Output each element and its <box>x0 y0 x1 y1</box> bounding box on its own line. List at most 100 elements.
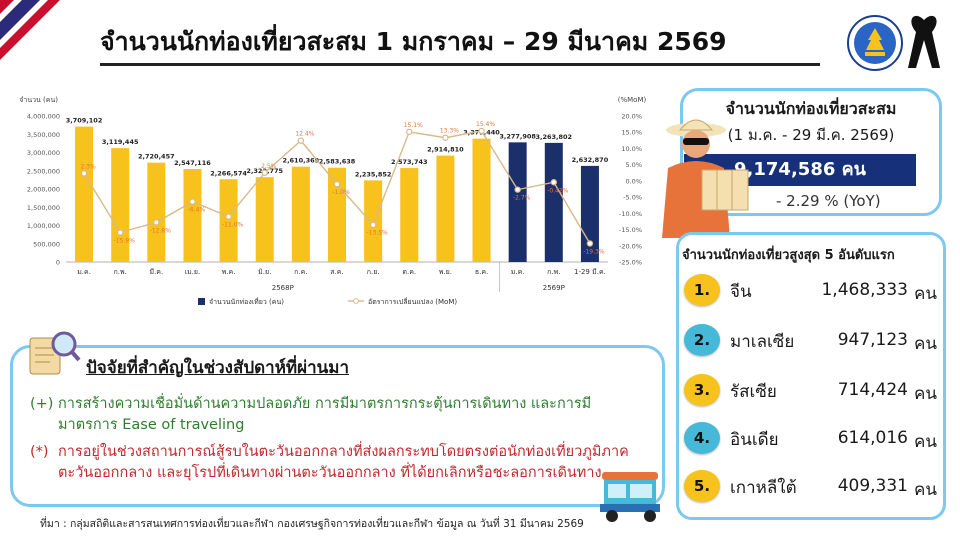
x-tick-label: 1-29 มี.ค. <box>574 268 606 276</box>
chart-bar <box>183 169 202 262</box>
y-right-tick-label: -10.0% <box>619 210 642 218</box>
y-right-tick-label: -15.0% <box>619 226 642 234</box>
y-right-tick-label: 10.0% <box>621 145 642 153</box>
summary-title: จำนวนนักท่องเที่ยวสะสม <box>725 99 897 118</box>
rank-value: 614,016 <box>837 428 908 448</box>
mom-value-label: -0.42% <box>547 187 569 194</box>
y-tick-label: 3,500,000 <box>27 131 60 139</box>
top5-row: 3. รัสเซีย 714,424 คน <box>684 374 940 408</box>
bar-value-label: 2,632,870 <box>572 156 609 164</box>
mom-point <box>261 169 268 176</box>
bar-value-label: 2,720,457 <box>138 153 175 161</box>
x-tick-label: ส.ค. <box>330 268 343 276</box>
summary-yoy: - 2.29 % (YoY) <box>776 192 881 210</box>
top5-title: จำนวนนักท่องเที่ยวสูงสุด 5 อันดับแรก <box>682 248 895 263</box>
mom-point <box>153 219 160 226</box>
bar-value-label: 2,583,638 <box>319 158 356 166</box>
mom-value-label: 2.3% <box>80 163 96 170</box>
factor-text: การสร้างความเชื่อมั่นด้านความปลอดภัย การ… <box>58 396 592 433</box>
mom-point <box>116 229 124 236</box>
mom-value-label: -13.5% <box>367 230 389 237</box>
rank-country: มาเลเซีย <box>730 332 795 352</box>
x-tick-label: ธ.ค. <box>475 268 488 276</box>
mom-point <box>514 186 521 193</box>
mom-value-label: 2.5% <box>261 163 277 170</box>
y-tick-label: 4,000,000 <box>27 113 60 121</box>
top5-row: 4. อินเดีย 614,016 คน <box>684 422 940 456</box>
factor-mark: (*) <box>30 444 49 460</box>
mom-point <box>225 213 232 220</box>
chart-bar <box>328 167 346 262</box>
rank-value: 714,424 <box>837 380 908 400</box>
rank-badge: 2. <box>684 324 720 356</box>
mom-value-label: 15.4% <box>476 121 495 128</box>
y-tick-label: 2,000,000 <box>27 186 60 194</box>
mom-point <box>442 134 449 141</box>
chart-bar <box>472 138 491 262</box>
chart-bar <box>75 126 94 262</box>
chart-bar <box>111 148 130 262</box>
factors-card <box>10 345 665 507</box>
y-axis-right-title: (%MoM) <box>618 96 647 104</box>
x-tick-label: ม.ค. <box>77 268 91 276</box>
rank-country: รัสเซีย <box>730 382 777 402</box>
y-tick-label: 0 <box>56 259 60 267</box>
thai-flag-icon <box>0 0 80 80</box>
magnifier-document-icon <box>29 331 81 375</box>
x-tick-label: มิ.ย. <box>258 268 271 276</box>
mom-value-label: -2.7% <box>513 195 531 202</box>
mom-point <box>406 128 413 136</box>
mom-value-label: -11.0% <box>222 222 244 229</box>
tuk-tuk-icon <box>600 472 660 522</box>
chart-bar <box>147 162 166 262</box>
legend-marker-line <box>353 298 359 304</box>
title-underline <box>100 63 820 66</box>
x-tick-label: เม.ย. <box>185 268 201 276</box>
x-tick-label: พ.ย. <box>439 268 452 276</box>
legend-label-line: อัตราการเปลี่ยนแปลง (MoM) <box>368 297 457 306</box>
legend-swatch-bars <box>198 298 205 305</box>
y-right-tick-label: 20.0% <box>621 113 642 121</box>
rank-unit: คน <box>914 480 937 500</box>
summary-period: (1 ม.ค. - 29 มี.ค. 2569) <box>727 126 895 144</box>
rank-unit: คน <box>914 334 937 354</box>
mom-point <box>369 221 377 228</box>
chart-bar <box>291 166 310 262</box>
y-right-tick-label: 15.0% <box>621 129 642 137</box>
y-tick-label: 500,000 <box>33 240 60 248</box>
x-tick-label: ก.พ. <box>547 268 560 276</box>
y-tick-label: 2,500,000 <box>27 167 60 175</box>
top5-row: 1. จีน 1,468,333 คน <box>684 274 940 308</box>
rank-badge: 1. <box>684 274 720 306</box>
bar-value-label: 2,610,369 <box>283 157 320 165</box>
mom-value-label: -6.4% <box>188 207 206 214</box>
top5-row: 5. เกาหลีใต้ 409,331 คน <box>684 470 940 504</box>
legend-label-bars: จำนวนนักท่องเที่ยว (คน) <box>209 297 284 306</box>
bar-value-label: 3,263,802 <box>535 133 572 141</box>
x-tick-label: ก.ย. <box>367 268 380 276</box>
mom-value-label: -19.3% <box>583 249 605 256</box>
bar-value-label: 2,547,116 <box>174 159 211 167</box>
mom-value-label: 15.1% <box>404 122 423 129</box>
ministry-logo-icon <box>847 15 903 71</box>
mom-value-label: 13.3% <box>440 128 459 135</box>
mom-value-label: -12.8% <box>150 227 172 234</box>
chart-bar <box>436 155 455 262</box>
rank-badge: 5. <box>684 470 720 502</box>
x-tick-label: ก.ค. <box>294 268 307 276</box>
chart-bar <box>255 177 274 262</box>
chart-bar <box>508 142 527 262</box>
rank-badge: 3. <box>684 374 720 406</box>
bar-value-label: 2,235,852 <box>355 170 392 178</box>
factors-title: ปัจจัยที่สำคัญในช่วงสัปดาห์ที่ผ่านมา <box>86 358 350 378</box>
x-tick-label: พ.ค. <box>222 268 236 276</box>
tourist-arrivals-chart: จำนวน (คน) (%MoM) 0 500,000 1,000,000 1,500,0… <box>18 90 663 335</box>
chart-bar <box>364 180 383 262</box>
y-axis-title: จำนวน (คน) <box>19 96 58 104</box>
group-label: 2569P <box>543 284 565 292</box>
rank-country: เกาหลีใต้ <box>730 478 797 498</box>
y-tick-label: 3,000,000 <box>27 149 60 157</box>
y-right-tick-label: 0.0% <box>625 177 642 185</box>
mom-point <box>550 179 558 186</box>
top5-row: 2. มาเลเซีย 947,123 คน <box>684 324 940 358</box>
